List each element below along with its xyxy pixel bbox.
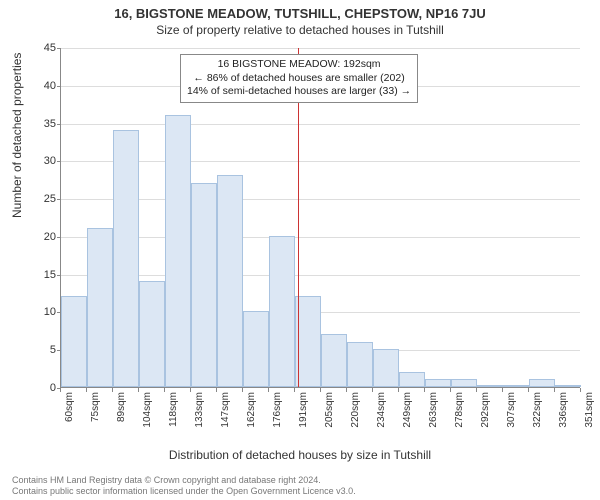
x-tick-mark [242,388,243,392]
x-tick-mark [216,388,217,392]
x-tick-mark [424,388,425,392]
x-tick-mark [528,388,529,392]
x-tick-label: 292sqm [480,392,491,428]
x-tick-label: 118sqm [168,392,179,427]
x-tick-label: 336sqm [558,392,569,428]
histogram-bar [217,175,242,387]
chart-area: 16 BIGSTONE MEADOW: 192sqm ← 86% of deta… [60,48,580,388]
histogram-bar [191,183,216,387]
histogram-bar [555,385,580,387]
histogram-bar [477,385,502,387]
x-tick-label: 133sqm [194,392,205,428]
footer-line2: Contains public sector information licen… [12,486,356,497]
histogram-bar [139,281,164,387]
x-tick-label: 263sqm [428,392,439,428]
x-tick-label: 307sqm [506,392,517,428]
x-tick-label: 234sqm [376,392,387,428]
x-tick-mark [86,388,87,392]
x-tick-mark [138,388,139,392]
y-tick-label: 45 [26,42,56,54]
y-tick-label: 0 [26,382,56,394]
y-tick-mark [57,161,61,162]
histogram-bar [165,115,190,387]
callout-line1: 16 BIGSTONE MEADOW: 192sqm [187,58,411,72]
histogram-bar [503,385,528,387]
x-tick-label: 278sqm [454,392,465,428]
x-tick-mark [554,388,555,392]
callout-line2: ← 86% of detached houses are smaller (20… [187,72,411,86]
histogram-bar [399,372,424,387]
gridline [61,161,580,162]
x-tick-mark [294,388,295,392]
x-tick-mark [502,388,503,392]
gridline [61,275,580,276]
x-tick-mark [112,388,113,392]
y-tick-label: 40 [26,80,56,92]
y-tick-label: 10 [26,306,56,318]
gridline [61,237,580,238]
footer-line1: Contains HM Land Registry data © Crown c… [12,475,356,486]
x-tick-mark [190,388,191,392]
y-tick-label: 5 [26,344,56,356]
gridline [61,48,580,49]
y-tick-mark [57,48,61,49]
x-tick-mark [60,388,61,392]
y-tick-mark [57,237,61,238]
x-tick-label: 176sqm [272,392,283,428]
y-tick-label: 35 [26,118,56,130]
x-tick-mark [346,388,347,392]
histogram-bar [113,130,138,387]
histogram-bar [529,379,554,387]
chart-subtitle: Size of property relative to detached ho… [0,21,600,37]
y-tick-mark [57,124,61,125]
gridline [61,124,580,125]
histogram-bar [295,296,320,387]
x-tick-label: 89sqm [116,392,127,422]
x-tick-label: 147sqm [220,392,231,428]
y-tick-mark [57,86,61,87]
histogram-bar [321,334,346,387]
x-axis-label: Distribution of detached houses by size … [0,448,600,462]
x-tick-mark [476,388,477,392]
x-tick-label: 191sqm [298,392,309,428]
marker-callout: 16 BIGSTONE MEADOW: 192sqm ← 86% of deta… [180,54,418,103]
histogram-bar [451,379,476,387]
y-tick-label: 20 [26,231,56,243]
x-tick-label: 104sqm [142,392,153,428]
x-tick-mark [398,388,399,392]
gridline [61,199,580,200]
x-tick-label: 60sqm [64,392,75,422]
histogram-bar [243,311,268,387]
footer-attribution: Contains HM Land Registry data © Crown c… [12,475,356,497]
histogram-bar [61,296,86,387]
x-tick-label: 162sqm [246,392,257,428]
x-tick-label: 351sqm [584,392,595,428]
x-tick-label: 322sqm [532,392,543,428]
x-tick-label: 205sqm [324,392,335,428]
x-tick-mark [164,388,165,392]
chart-container: 16, BIGSTONE MEADOW, TUTSHILL, CHEPSTOW,… [0,0,600,500]
x-tick-label: 75sqm [90,392,101,422]
histogram-bar [269,236,294,387]
x-tick-label: 220sqm [350,392,361,428]
x-tick-mark [320,388,321,392]
y-axis-label: Number of detached properties [10,53,24,218]
x-tick-mark [372,388,373,392]
y-tick-label: 30 [26,155,56,167]
y-tick-mark [57,199,61,200]
histogram-bar [373,349,398,387]
y-tick-label: 15 [26,269,56,281]
x-tick-mark [268,388,269,392]
callout-line3: 14% of semi-detached houses are larger (… [187,85,411,99]
histogram-bar [87,228,112,387]
histogram-bar [347,342,372,387]
x-tick-mark [450,388,451,392]
x-tick-label: 249sqm [402,392,413,428]
y-tick-label: 25 [26,193,56,205]
chart-title: 16, BIGSTONE MEADOW, TUTSHILL, CHEPSTOW,… [0,0,600,21]
y-tick-mark [57,275,61,276]
x-tick-mark [580,388,581,392]
histogram-bar [425,379,450,387]
